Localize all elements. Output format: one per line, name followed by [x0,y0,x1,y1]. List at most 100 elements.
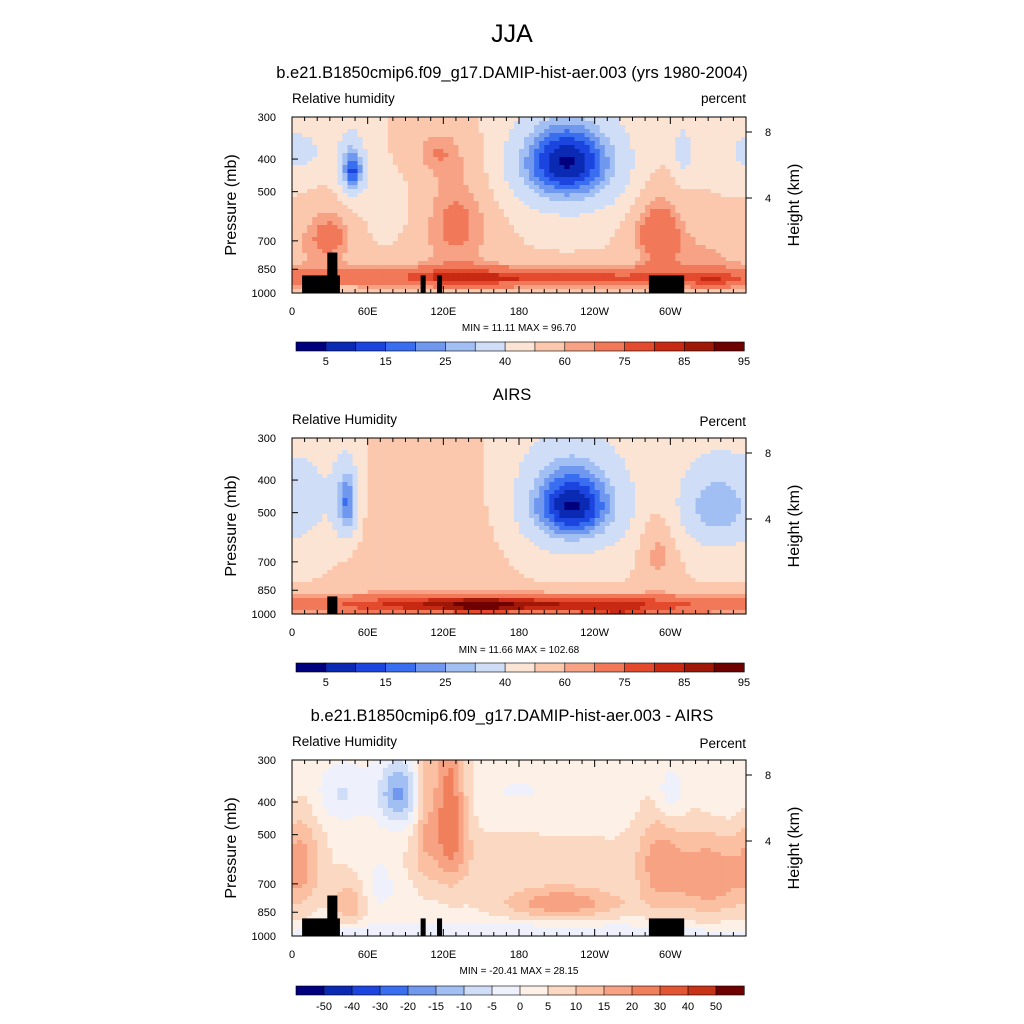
contour-cell [534,177,540,182]
contour-cell [670,462,676,467]
contour-cell [307,245,313,250]
contour-cell [498,249,505,254]
contour-cell [735,466,742,471]
contour-cell [312,161,318,166]
contour-cell [418,125,424,130]
contour-cell [413,289,419,294]
contour-cell [660,121,666,126]
contour-cell [559,169,565,174]
contour-cell [670,249,676,254]
contour-cell [680,173,687,178]
contour-cell [584,165,591,170]
contour-cell [498,450,505,455]
contour-cell [337,137,344,142]
contour-cell [564,201,571,206]
contour-cell [423,277,429,282]
contour-cell [680,458,687,463]
contour-cell [428,249,434,254]
contour-cell [604,193,611,198]
contour-cell [397,201,404,206]
contour-cell [402,197,409,202]
contour-cell [392,141,399,146]
contour-cell [297,133,303,138]
contour-cell [715,257,722,262]
contour-cell [413,269,419,274]
contour-cell [614,253,621,258]
contour-cell [503,181,510,186]
contour-cell [740,129,747,134]
contour-cell [655,193,661,198]
contour-cell [297,237,303,242]
contour-cell [579,125,586,130]
contour-cell [564,466,571,471]
contour-cell [448,277,455,282]
contour-cell [332,165,338,170]
contour-cell [508,181,515,186]
contour-cell [408,157,414,162]
contour-cell [529,141,535,146]
contour-cell [332,117,338,122]
contour-cell [640,229,646,234]
contour-cell [564,177,571,182]
contour-cell [362,470,369,475]
contour-cell [725,165,732,170]
contour-cell [695,189,702,194]
contour-cell [655,273,661,278]
contour-cell [332,245,338,250]
contour-cell [392,245,399,250]
contour-cell [357,125,364,130]
contour-cell [468,229,475,234]
contour-cell [710,237,717,242]
contour-cell [448,450,455,455]
y-tick-label: 1000 [252,288,276,300]
contour-cell [635,177,641,182]
contour-cell [695,438,702,443]
contour-cell [488,173,495,178]
contour-cell [720,209,727,214]
contour-cell [559,173,565,178]
contour-cell [347,137,354,142]
contour-cell [392,253,399,258]
contour-cell [392,241,399,246]
contour-cell [352,165,359,170]
contour-cell [372,121,379,126]
contour-cell [549,241,555,246]
contour-cell [554,125,560,130]
contour-cell [579,273,586,278]
contour-cell [337,249,344,254]
contour-cell [402,177,409,182]
contour-cell [337,189,344,194]
contour-cell [624,265,631,270]
contour-cell [700,257,707,262]
contour-cell [614,466,621,471]
contour-cell [665,201,671,206]
contour-cell [584,245,591,250]
contour-cell [720,281,727,286]
contour-cell [493,185,500,190]
contour-cell [413,165,419,170]
contour-cell [650,450,656,455]
contour-cell [539,189,545,194]
contour-cell [725,462,732,467]
contour-cell [564,253,571,258]
contour-cell [428,257,434,262]
contour-cell [554,161,560,166]
contour-cell [408,474,414,479]
contour-cell [529,189,535,194]
contour-cell [584,157,591,162]
contour-cell [463,261,470,266]
contour-cell [297,169,303,174]
contour-cell [458,470,465,475]
contour-cell [529,229,535,234]
contour-cell [715,225,722,230]
contour-cell [342,177,349,182]
contour-cell [332,233,338,238]
contour-cell [327,129,333,134]
contour-cell [382,253,389,258]
contour-cell [297,438,303,443]
contour-cell [740,237,747,242]
contour-cell [735,213,742,218]
contour-cell [428,129,434,134]
contour-cell [392,446,399,451]
contour-cell [670,161,676,166]
